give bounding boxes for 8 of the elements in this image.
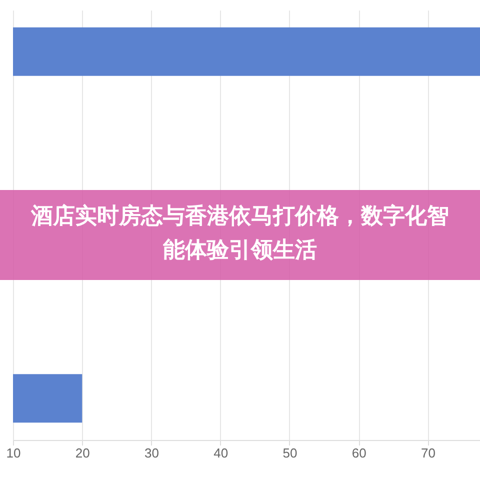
- x-tick-label: 10: [6, 446, 21, 460]
- text: 酒店实时房态与香港依马打价格，数字化智能体验引领生活: [0, 190, 480, 280]
- x-tick-label: 30: [144, 446, 159, 460]
- x-tick-label: 40: [214, 446, 228, 460]
- x-tick-label: 20: [75, 446, 90, 460]
- x-tick-label: 70: [420, 446, 436, 460]
- x-tick-label: 50: [282, 446, 298, 460]
- x-tick-label: 60: [352, 446, 366, 460]
